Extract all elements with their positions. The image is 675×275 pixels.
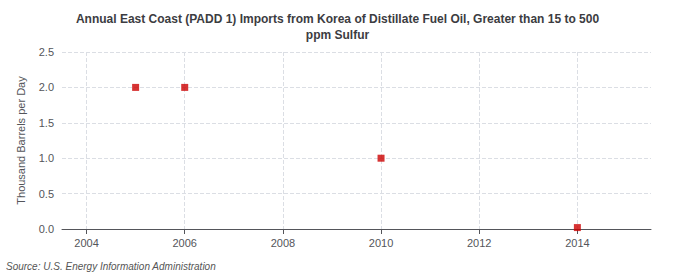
svg-text:ppm Sulfur: ppm Sulfur bbox=[306, 28, 370, 42]
svg-text:Annual East Coast (PADD 1) Imp: Annual East Coast (PADD 1) Imports from … bbox=[76, 12, 600, 26]
svg-text:2010: 2010 bbox=[369, 237, 393, 249]
svg-text:2008: 2008 bbox=[271, 237, 295, 249]
svg-text:0.0: 0.0 bbox=[39, 223, 54, 235]
svg-text:2012: 2012 bbox=[467, 237, 491, 249]
svg-text:2.0: 2.0 bbox=[39, 81, 54, 93]
svg-text:2006: 2006 bbox=[172, 237, 196, 249]
svg-text:2014: 2014 bbox=[565, 237, 589, 249]
svg-text:2004: 2004 bbox=[74, 237, 98, 249]
svg-text:1.5: 1.5 bbox=[39, 117, 54, 129]
svg-text:1.0: 1.0 bbox=[39, 152, 54, 164]
svg-text:Source: U.S. Energy Informatio: Source: U.S. Energy Information Administ… bbox=[6, 261, 216, 272]
svg-text:0.5: 0.5 bbox=[39, 188, 54, 200]
svg-text:2.5: 2.5 bbox=[39, 46, 54, 58]
svg-text:Thousand Barrels per Day: Thousand Barrels per Day bbox=[15, 76, 27, 205]
